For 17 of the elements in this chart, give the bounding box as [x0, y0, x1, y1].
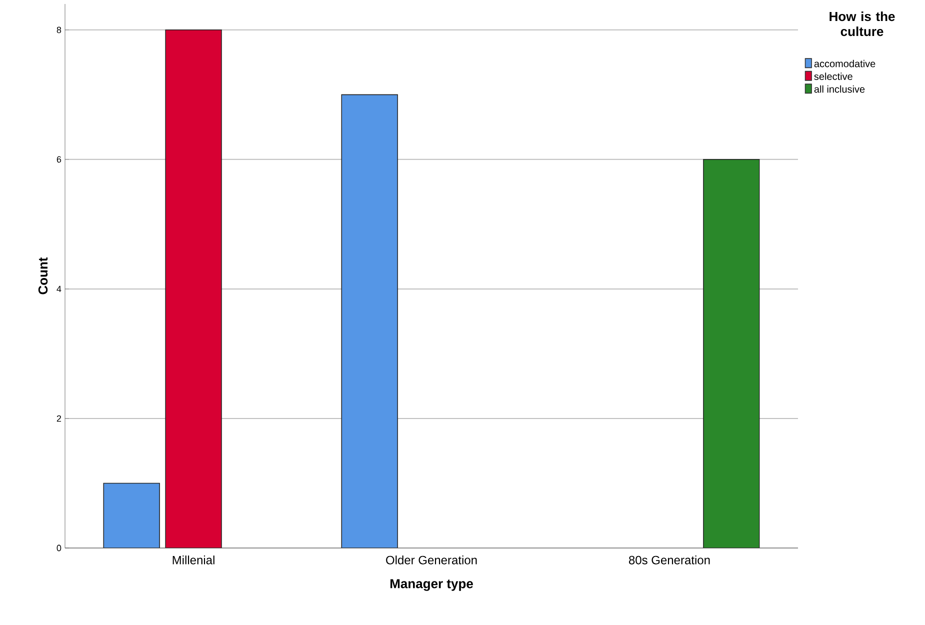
legend-label: accomodative [814, 60, 876, 68]
y-tick-label: 2 [56, 415, 62, 422]
x-tick-label: Millenial [172, 556, 214, 564]
bar [703, 159, 760, 548]
x-tick-label: Older Generation [386, 556, 477, 564]
y-axis-title: Count [38, 257, 48, 294]
y-tick-label: 8 [56, 26, 62, 34]
bar [103, 482, 160, 548]
legend-label: selective [814, 72, 852, 80]
x-axis-title: Manager type [390, 579, 473, 591]
y-tick-label: 4 [56, 286, 62, 292]
legend-title: How is the culture [830, 12, 895, 36]
bar [341, 94, 398, 548]
x-tick-label: 80s Generation [628, 556, 710, 564]
legend-label: all inclusive [814, 85, 865, 93]
y-tick-label: 6 [56, 156, 62, 163]
y-tick-label: 0 [56, 544, 62, 552]
